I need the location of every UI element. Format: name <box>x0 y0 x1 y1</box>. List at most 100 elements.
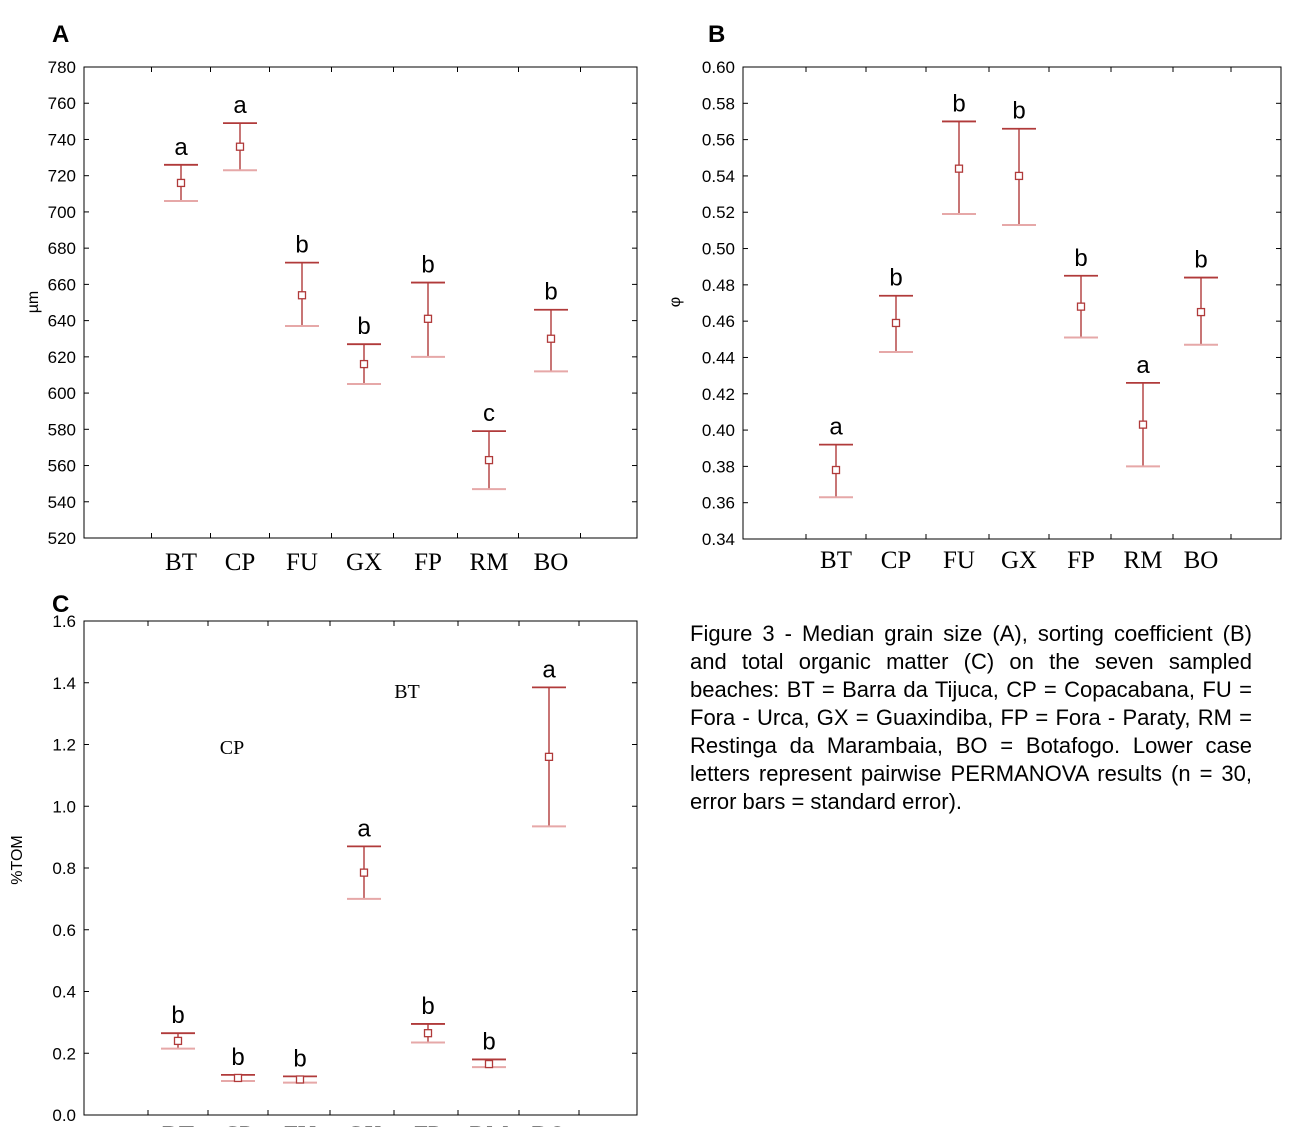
y-tick-label: 0.38 <box>702 457 735 476</box>
y-tick-label: 700 <box>48 203 76 222</box>
significance-letter-cp: b <box>889 265 902 292</box>
y-tick-label: 0.42 <box>702 385 735 404</box>
x-category-label-rm: RM <box>1124 547 1163 574</box>
x-category-label-fu: FU <box>943 547 975 574</box>
x-category-label-cp: CP <box>223 1122 254 1127</box>
x-category-label-gx: GX <box>1001 547 1037 574</box>
significance-letter-bo: a <box>542 656 556 683</box>
significance-letter-cp: b <box>231 1044 244 1071</box>
y-tick-label: 0.36 <box>702 494 735 513</box>
significance-letter-fu: b <box>293 1045 306 1072</box>
x-category-label-fp: FP <box>414 1122 442 1127</box>
x-category-label-fu: FU <box>284 1122 316 1127</box>
significance-letter-fp: b <box>421 252 434 279</box>
panel-c-total-organic-matter: C 0.0 0.2 0.4 0.6 0.8 1.0 1.2 1.4 1.6 %TOM b BT b CP b F… <box>0 580 650 1127</box>
y-tick-label: 520 <box>48 529 76 548</box>
data-point-rm <box>484 455 494 465</box>
data-point-cp <box>233 1073 243 1083</box>
x-category-label-bo: BO <box>1184 547 1219 574</box>
y-tick-label: 660 <box>48 275 76 294</box>
data-point-gx <box>359 359 369 369</box>
data-point-gx <box>359 868 369 877</box>
significance-letter-fu: b <box>952 90 965 117</box>
y-tick-label: 0.52 <box>702 203 735 222</box>
y-tick-label: 720 <box>48 167 76 186</box>
x-category-label-fp: FP <box>1067 547 1095 574</box>
data-point-bo <box>1196 307 1206 317</box>
y-tick-label: 560 <box>48 457 76 476</box>
y-tick-label: 0.0 <box>52 1106 76 1125</box>
data-point-fp <box>423 1029 433 1038</box>
y-tick-label: 640 <box>48 312 76 331</box>
significance-letter-rm: c <box>483 400 495 427</box>
significance-letter-fp: b <box>421 993 434 1020</box>
significance-letter-bt: b <box>171 1002 184 1029</box>
x-category-label-bo: BO <box>534 549 569 576</box>
plot-frame <box>742 66 1282 540</box>
y-tick-label: 680 <box>48 239 76 258</box>
panel-b-sorting-coefficient: B 0.34 0.36 0.38 0.40 0.42 0.44 0.46 0.48 0.50 0.5… <box>650 0 1296 580</box>
data-point-fp <box>1076 302 1086 311</box>
y-tick-label: 740 <box>48 130 76 149</box>
significance-letter-bt: a <box>829 414 843 441</box>
y-tick-label: 0.44 <box>702 348 735 367</box>
significance-letter-fu: b <box>295 232 308 259</box>
x-category-label-cp: CP <box>881 547 912 574</box>
data-point-cp <box>235 142 245 151</box>
y-tick-label: 0.2 <box>52 1044 76 1063</box>
y-tick-label: 0.58 <box>702 94 735 113</box>
data-point-cp <box>891 318 901 328</box>
significance-letter-cp: a <box>233 92 247 119</box>
y-tick-label: 0.50 <box>702 240 735 259</box>
y-tick-label: 1.2 <box>52 736 76 755</box>
y-tick-label: 580 <box>48 420 76 439</box>
x-category-label-fp: FP <box>414 549 442 576</box>
chart-a-svg: A 520 540 560 580 600 620 640 660 680 700 720 740 760… <box>25 21 638 576</box>
x-category-label-bo: BO <box>532 1122 567 1127</box>
significance-letter-rm: a <box>1136 352 1150 379</box>
plot-frame <box>83 66 638 539</box>
y-tick-label: 540 <box>48 493 76 512</box>
x-category-label-bt: BT <box>820 547 852 574</box>
y-axis-label: φ <box>667 297 684 307</box>
significance-letter-bo: b <box>1194 247 1207 274</box>
y-tick-label: 1.6 <box>52 612 76 631</box>
data-point-gx <box>1014 171 1024 181</box>
y-tick-label: 0.46 <box>702 312 735 331</box>
x-category-label-gx: GX <box>346 549 382 576</box>
data-point-rm <box>484 1059 494 1069</box>
y-tick-label: 0.40 <box>702 421 735 440</box>
data-point-bt <box>831 465 841 475</box>
significance-letter-fp: b <box>1074 245 1087 272</box>
panel-label-b: B <box>708 21 725 48</box>
data-point-fu <box>954 164 964 173</box>
y-axis-label: %TOM <box>9 835 26 884</box>
y-tick-label: 0.54 <box>702 167 735 186</box>
significance-letter-bo: b <box>544 279 557 306</box>
panel-label-c: C <box>52 591 69 618</box>
x-category-label-bt: BT <box>162 1122 194 1127</box>
x-category-label-gx: GX <box>346 1122 382 1127</box>
data-point-bt <box>173 1036 183 1046</box>
y-tick-label: 0.8 <box>52 859 76 878</box>
y-tick-label: 1.0 <box>52 797 76 816</box>
y-tick-label: 760 <box>48 94 76 113</box>
data-point-fu <box>297 291 307 300</box>
figure-caption: Figure 3 - Median grain size (A), sortin… <box>690 621 1252 814</box>
x-category-label-bt: BT <box>165 549 197 576</box>
x-category-label-rm: RM <box>470 549 509 576</box>
y-tick-label: 0.6 <box>52 921 76 940</box>
significance-letter-gx: b <box>1012 98 1025 125</box>
data-point-bo <box>544 752 554 762</box>
y-tick-label: 0.48 <box>702 276 735 295</box>
significance-letter-bt: a <box>174 134 188 161</box>
x-category-label-cp: CP <box>225 549 256 576</box>
chart-b-svg: B 0.34 0.36 0.38 0.40 0.42 0.44 0.46 0.48 0.50 0.5… <box>667 21 1282 574</box>
stray-label-bt: BT <box>394 681 420 703</box>
data-point-bo <box>546 334 556 343</box>
panel-a-median-grain-size: A 520 540 560 580 600 620 640 660 680 700 720 740 760… <box>0 0 650 580</box>
y-tick-label: 1.4 <box>52 674 76 693</box>
significance-letter-rm: b <box>482 1028 495 1055</box>
data-point-fu <box>295 1075 305 1084</box>
data-point-bt <box>176 178 186 188</box>
